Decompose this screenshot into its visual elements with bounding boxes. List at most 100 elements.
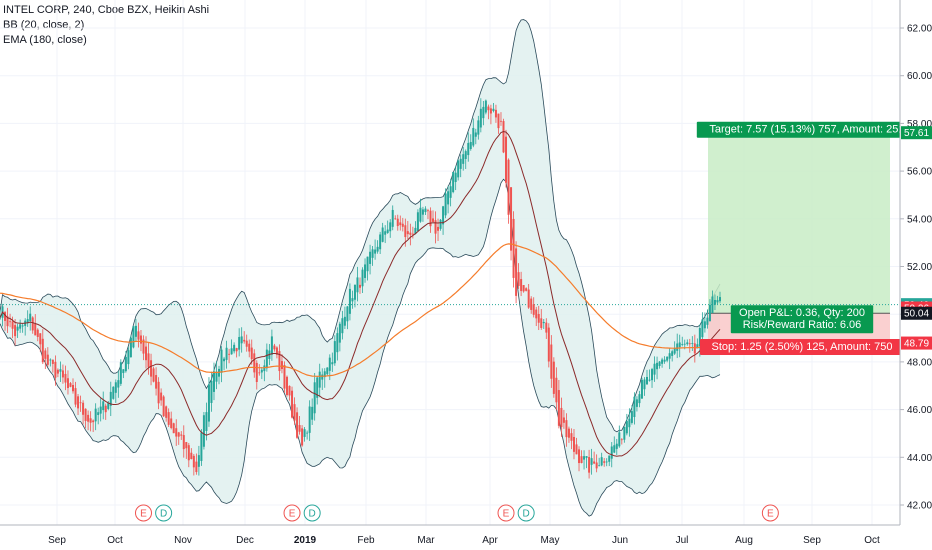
price-axis[interactable]: 42.0044.0046.0048.0050.0052.0054.0056.00… <box>899 0 932 550</box>
bb-lower <box>0 178 721 517</box>
candle-body <box>391 209 394 227</box>
earnings-marker[interactable]: E <box>134 504 152 522</box>
candle-body <box>540 318 543 328</box>
candle-body <box>708 304 711 322</box>
candle-body <box>145 346 148 361</box>
candle-body <box>615 443 618 449</box>
candle-body <box>288 385 291 396</box>
marker-letter: D <box>160 509 167 520</box>
candle-body <box>716 300 719 303</box>
candle-body <box>696 344 699 349</box>
candle-body <box>127 350 130 365</box>
candle-body <box>255 362 258 382</box>
price-tick-label: 42.00 <box>907 501 932 512</box>
candle-body <box>215 371 218 382</box>
candle-body <box>424 208 427 213</box>
candle-body <box>686 342 689 345</box>
candle-body <box>437 226 440 231</box>
candle-body <box>452 171 455 193</box>
candle-body <box>472 127 475 146</box>
candle-body <box>31 317 34 331</box>
candle-body <box>409 232 412 235</box>
candle-body <box>306 432 309 434</box>
candle-body <box>640 379 643 399</box>
ema-indicator-label[interactable]: EMA (180, close) <box>3 34 87 46</box>
candle-body <box>645 376 648 385</box>
candle-body <box>376 246 379 252</box>
stop-label[interactable]: Stop: 1.25 (2.50%) 125, Amount: 750 <box>700 339 904 356</box>
marker-letter: E <box>503 509 510 520</box>
candle-body <box>220 349 223 373</box>
candle-body <box>366 256 369 272</box>
candle-body <box>245 340 248 347</box>
candle-body <box>56 369 59 374</box>
dividend-marker[interactable]: D <box>155 504 173 522</box>
candle-body <box>197 455 200 467</box>
dividend-marker[interactable]: D <box>517 504 535 522</box>
dividend-marker[interactable]: D <box>303 504 321 522</box>
price-tag[interactable]: 50.04 <box>901 306 932 320</box>
candle-body <box>497 113 500 129</box>
price-tag[interactable]: 48.79 <box>901 336 932 350</box>
marker-letter: D <box>523 509 530 520</box>
marker-circle <box>134 504 152 522</box>
candle-body <box>356 277 359 293</box>
candle-body <box>613 445 616 453</box>
candle-body <box>484 100 487 113</box>
candle-body <box>359 284 361 288</box>
candle-body <box>580 456 583 463</box>
candle-body <box>180 434 183 436</box>
earnings-marker[interactable]: E <box>497 504 515 522</box>
candle-body <box>394 218 397 220</box>
candle-body <box>212 371 215 392</box>
candle-body <box>250 347 253 360</box>
candle-body <box>583 456 586 460</box>
candle-body <box>353 284 356 300</box>
candle-body <box>190 452 193 460</box>
time-axis[interactable]: Sep Oct Nov Dec 2019 Feb Mar Apr May Jun Jul Aug Sep… <box>0 524 900 546</box>
candle-body <box>683 343 686 345</box>
target-label-text: Target: 7.57 (15.13%) 757, Amount: 2514 <box>709 124 910 136</box>
candle-body <box>447 191 450 205</box>
candle-body <box>633 396 636 418</box>
earnings-marker[interactable]: E <box>761 504 779 522</box>
symbol-title[interactable]: INTEL CORP, 240, Cboe BZX, Heikin Ashi <box>3 4 210 16</box>
target-zone[interactable] <box>708 132 890 314</box>
candle-body <box>666 356 669 361</box>
bollinger-bands <box>0 19 721 517</box>
candle-body <box>235 348 238 352</box>
marker-circle <box>497 504 515 522</box>
time-tick-label: Apr <box>482 535 498 546</box>
marker-circle <box>155 504 173 522</box>
candle-body <box>457 160 460 178</box>
earnings-marker[interactable]: E <box>283 504 301 522</box>
candle-body <box>608 455 611 462</box>
candle-body <box>464 151 467 160</box>
candle-body <box>172 423 175 434</box>
candle-body <box>11 321 14 329</box>
candle-body <box>301 428 304 446</box>
candle-body <box>552 361 555 394</box>
candle-body <box>603 461 606 463</box>
candle-body <box>550 344 553 379</box>
position-labels[interactable]: Target: 7.57 (15.13%) 757, Amount: 2514 O… <box>696 121 924 356</box>
target-label[interactable]: Target: 7.57 (15.13%) 757, Amount: 2514 <box>696 121 924 138</box>
candle-body <box>401 223 404 227</box>
candle-body <box>656 362 659 370</box>
candle-body <box>278 351 281 372</box>
candle-body <box>283 365 286 389</box>
candle-body <box>223 358 226 362</box>
candle-body <box>593 461 596 464</box>
price-tag[interactable]: 57.61 <box>901 126 932 140</box>
candle-body <box>139 335 142 344</box>
candle-body <box>557 390 560 426</box>
candle-body <box>273 345 276 350</box>
candle-body <box>628 418 631 428</box>
candle-body <box>517 272 520 286</box>
candle-body <box>228 353 231 355</box>
candle-body <box>72 384 75 392</box>
candle-body <box>386 229 389 233</box>
